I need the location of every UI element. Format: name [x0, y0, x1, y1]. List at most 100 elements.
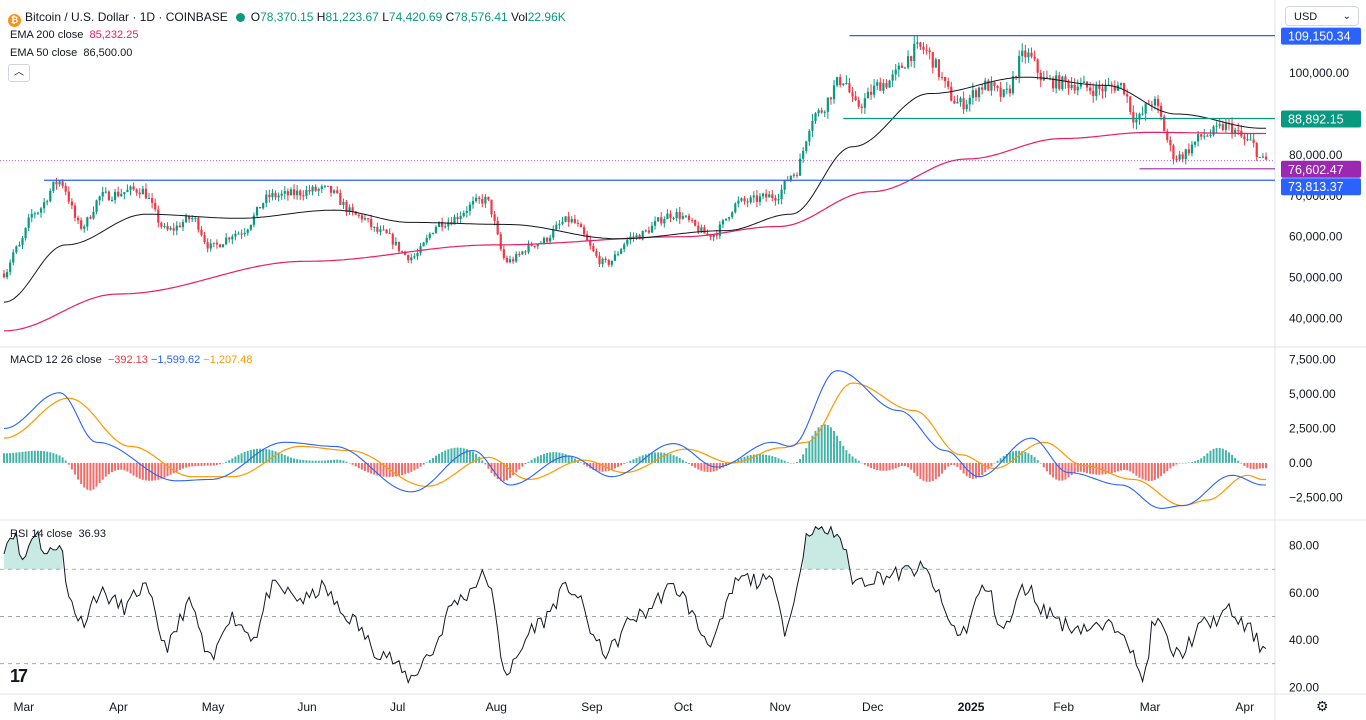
macd-hist-bar	[1045, 462, 1048, 472]
candle-up	[52, 181, 55, 191]
candle-down	[206, 242, 209, 249]
candle-down	[1243, 136, 1246, 140]
candle-down	[931, 52, 934, 68]
candle-down	[586, 234, 589, 241]
candle-up	[296, 190, 299, 196]
candle-down	[765, 193, 768, 198]
time-tick-label: Jun	[297, 700, 316, 714]
macd-hist-bar	[771, 456, 774, 463]
candle-up	[194, 217, 197, 219]
macd-hist-bar	[43, 451, 46, 463]
support-73813-label: 73,813.37	[1288, 180, 1344, 194]
candle-down	[595, 251, 598, 257]
candle-up	[515, 254, 518, 262]
candle-down	[579, 223, 583, 228]
macd-hist-bar	[70, 462, 73, 470]
candle-up	[903, 67, 907, 69]
candle-up	[792, 174, 796, 176]
chevron-down-icon: ⌄	[1342, 11, 1351, 22]
candle-down	[200, 229, 203, 236]
candle-up	[641, 230, 644, 240]
macd-hist-bar	[280, 453, 283, 463]
macd-hist-bar	[475, 453, 478, 463]
macd-hist-bar	[1261, 462, 1264, 469]
time-tick-label: Feb	[1053, 700, 1074, 714]
candle-up	[320, 186, 323, 189]
candle-down	[385, 229, 388, 234]
macd-hist-bar	[1237, 460, 1240, 463]
macd-hist-bar	[592, 462, 595, 470]
legend-macd[interactable]: MACD 12 26 close −392.13 −1,599.62 −1,20…	[10, 354, 253, 366]
macd-hist-bar	[1055, 462, 1058, 480]
legend-ema50[interactable]: EMA 50 close 86,500.00	[10, 47, 133, 59]
time-tick-label: Aug	[486, 700, 507, 714]
candle-down	[1089, 87, 1092, 91]
candle-down	[481, 198, 484, 204]
collapse-legend-button[interactable]: ︿	[8, 64, 30, 82]
macd-hist-bar	[1076, 462, 1079, 473]
macd-hist-bar	[379, 462, 382, 477]
macd-hist-bar	[1215, 447, 1218, 463]
macd-hist-bar	[894, 462, 897, 469]
macd-hist-bar	[734, 460, 737, 463]
rsi-tick-label: 80.00	[1289, 539, 1319, 553]
candle-down	[1008, 88, 1011, 94]
candle-down	[55, 181, 58, 185]
macd-hist-bar	[774, 457, 777, 463]
macd-hist-bar	[101, 462, 104, 480]
macd-hist-bar	[891, 462, 894, 470]
macd-hist-bar	[916, 462, 919, 477]
candle-up	[9, 262, 12, 273]
candle-up	[5, 272, 9, 278]
candle-down	[694, 220, 697, 226]
macd-hist-bar	[1126, 462, 1129, 471]
macd-hist-bar	[857, 460, 860, 463]
macd-hist-bar	[842, 445, 845, 463]
currency-select[interactable]: USD ⌄	[1285, 6, 1359, 26]
legend-ema200[interactable]: EMA 200 close 85,232.25	[10, 29, 139, 41]
macd-hist-bar	[1231, 454, 1234, 463]
macd-hist-bar	[1163, 462, 1166, 474]
candle-down	[172, 228, 175, 231]
candle-up	[724, 218, 728, 221]
macd-hist-bar	[391, 462, 394, 477]
macd-hist-bar	[86, 462, 89, 490]
macd-hist-bar	[635, 457, 638, 463]
rsi-tick-label: 60.00	[1289, 586, 1319, 600]
candle-down	[1051, 78, 1055, 89]
candle-down	[360, 215, 364, 220]
macd-hist-bar	[820, 425, 823, 463]
macd-hist-bar	[672, 455, 675, 463]
candle-up	[129, 186, 132, 190]
macd-hist-bar	[610, 462, 613, 470]
macd-hist-bar	[1049, 462, 1052, 475]
macd-hist-bar	[407, 462, 410, 474]
candle-up	[934, 59, 937, 68]
candle-up	[700, 227, 703, 233]
candle-up	[1061, 76, 1064, 90]
candle-up	[558, 223, 561, 225]
candle-up	[437, 221, 441, 228]
candle-down	[1237, 129, 1240, 131]
gear-icon[interactable]: ⚙	[1316, 698, 1329, 714]
candle-up	[243, 232, 246, 235]
candle-up	[1141, 113, 1144, 115]
legend-rsi[interactable]: RSI 14 close 36.93	[10, 528, 107, 540]
macd-hist-bar	[12, 452, 15, 463]
candle-up	[92, 211, 95, 219]
candle-down	[89, 217, 92, 219]
macd-hist-bar	[487, 462, 490, 469]
candle-down	[397, 241, 401, 252]
macd-hist-bar	[678, 457, 681, 463]
candle-down	[512, 259, 515, 262]
macd-hist-bar	[802, 454, 805, 463]
level-76602-label: 76,602.47	[1288, 163, 1344, 177]
candle-up	[990, 82, 993, 91]
symbol-title: Bitcoin / U.S. Dollar · 1D · COINBASE	[25, 10, 228, 24]
candle-up	[731, 212, 734, 218]
candle-down	[1067, 81, 1070, 89]
candle-up	[734, 203, 737, 213]
macd-hist-bar	[792, 462, 795, 464]
ema200-line	[4, 131, 1266, 332]
